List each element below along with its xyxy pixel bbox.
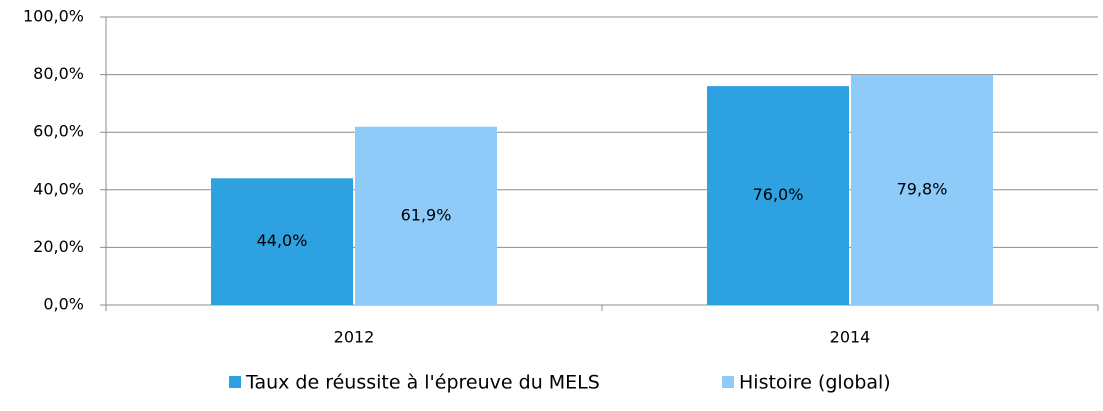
value-label: 61,9% <box>401 205 452 224</box>
value-label: 79,8% <box>897 180 948 199</box>
y-tick-label: 0,0% <box>43 295 84 314</box>
y-tick-label: 40,0% <box>33 179 84 198</box>
legend-label: Histoire (global) <box>739 372 891 394</box>
bar <box>211 178 353 305</box>
y-tick-label: 20,0% <box>33 237 84 256</box>
bar <box>355 126 497 305</box>
bar <box>707 86 849 306</box>
legend-label: Taux de réussite à l'épreuve du MELS <box>245 372 600 394</box>
bar <box>851 75 993 306</box>
legend-swatch <box>229 376 241 388</box>
value-label: 76,0% <box>753 185 804 204</box>
y-tick-label: 60,0% <box>33 122 84 141</box>
x-tick-label: 2014 <box>830 328 871 347</box>
y-tick-label: 80,0% <box>33 64 84 83</box>
x-tick-label: 2012 <box>334 328 375 347</box>
y-tick-label: 100,0% <box>23 7 84 26</box>
legend-swatch <box>722 376 734 388</box>
value-label: 44,0% <box>257 231 308 250</box>
